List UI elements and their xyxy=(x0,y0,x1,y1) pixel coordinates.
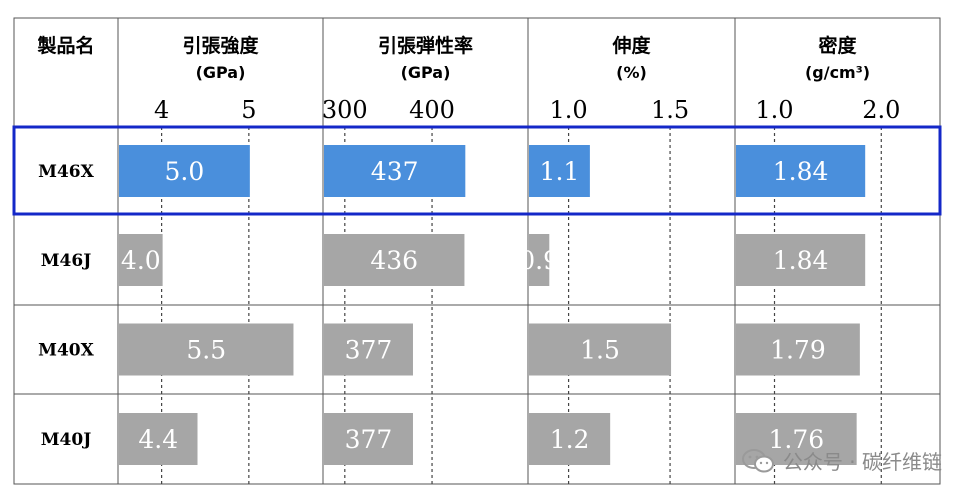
tick-label: 5 xyxy=(241,96,256,124)
column-unit: (g/cm³) xyxy=(805,63,870,82)
row-label: M46X xyxy=(38,162,94,182)
bar xyxy=(736,323,860,376)
row-labels: M46X M46J M40X M40J xyxy=(38,162,94,450)
row-label: M46J xyxy=(41,251,92,271)
bar-value-label: 1.5 xyxy=(580,336,620,365)
highlight-frame xyxy=(12,125,942,216)
column-title: 伸度 xyxy=(611,34,651,57)
bar xyxy=(119,234,163,286)
tick-label: 400 xyxy=(409,96,455,124)
watermark-text: 公众号 · 碳纤维链 xyxy=(782,450,942,474)
wechat-logo-icon xyxy=(741,448,774,472)
column-unit: (GPa) xyxy=(401,63,451,82)
bar xyxy=(529,413,611,465)
column-unit: (%) xyxy=(616,63,647,82)
tick-label: 1.0 xyxy=(550,96,588,124)
table-border xyxy=(13,17,941,485)
bar xyxy=(529,234,550,286)
tick-label: 1.0 xyxy=(755,96,793,124)
bar xyxy=(736,234,866,286)
row-header: 製品名 xyxy=(36,34,94,57)
bar-value-label: 437 xyxy=(371,157,419,186)
bar xyxy=(324,413,413,465)
bar-value-label: 1.84 xyxy=(773,246,829,275)
bar xyxy=(119,323,294,376)
bar-value-label: 5.0 xyxy=(165,157,205,186)
bar-value-label: 4.0 xyxy=(121,246,161,275)
bar-value-label: 0.9 xyxy=(519,246,559,275)
tick-label: 300 xyxy=(322,96,368,124)
column-title: 引張弾性率 xyxy=(378,34,473,57)
column-title: 引張強度 xyxy=(182,34,259,57)
tick-label: 2.0 xyxy=(862,96,900,124)
bar xyxy=(324,323,413,376)
bar xyxy=(324,234,465,286)
bar-value-label: 1.79 xyxy=(770,336,826,365)
bar xyxy=(324,145,466,197)
bar xyxy=(529,323,672,376)
bar-value-label: 377 xyxy=(345,425,393,454)
highlight-row-frame xyxy=(12,125,942,216)
bar xyxy=(119,145,250,197)
bars: 5.0 4.0 5.5 4.4 437 436 377 377 1.1 0.9 1.5 1.2 1.84… xyxy=(119,145,866,465)
bar-value-label: 1.84 xyxy=(773,157,829,186)
bar-value-label: 436 xyxy=(370,246,418,275)
bar-value-label: 1.76 xyxy=(768,425,824,454)
bar-value-label: 5.5 xyxy=(186,336,226,365)
bar xyxy=(529,145,590,197)
tick-label: 4 xyxy=(154,96,169,124)
bar-value-label: 4.4 xyxy=(138,425,178,454)
bar-value-label: 377 xyxy=(345,336,393,365)
bar-value-label: 1.2 xyxy=(550,425,590,454)
row-label: M40X xyxy=(38,341,94,361)
bar xyxy=(736,145,866,197)
column-unit: (GPa) xyxy=(196,63,246,82)
column-title: 密度 xyxy=(818,34,857,57)
column-headers: 製品名 引張強度 (GPa) 4 5 引張弾性率 (GPa) 300 400 伸度 (%) 1.0 1.… xyxy=(36,34,900,124)
bar-value-label: 1.1 xyxy=(540,157,580,186)
watermark: 公众号 · 碳纤维链 xyxy=(741,446,942,475)
bar xyxy=(119,413,198,465)
row-label: M40J xyxy=(41,430,92,450)
tick-label: 1.5 xyxy=(651,96,689,124)
